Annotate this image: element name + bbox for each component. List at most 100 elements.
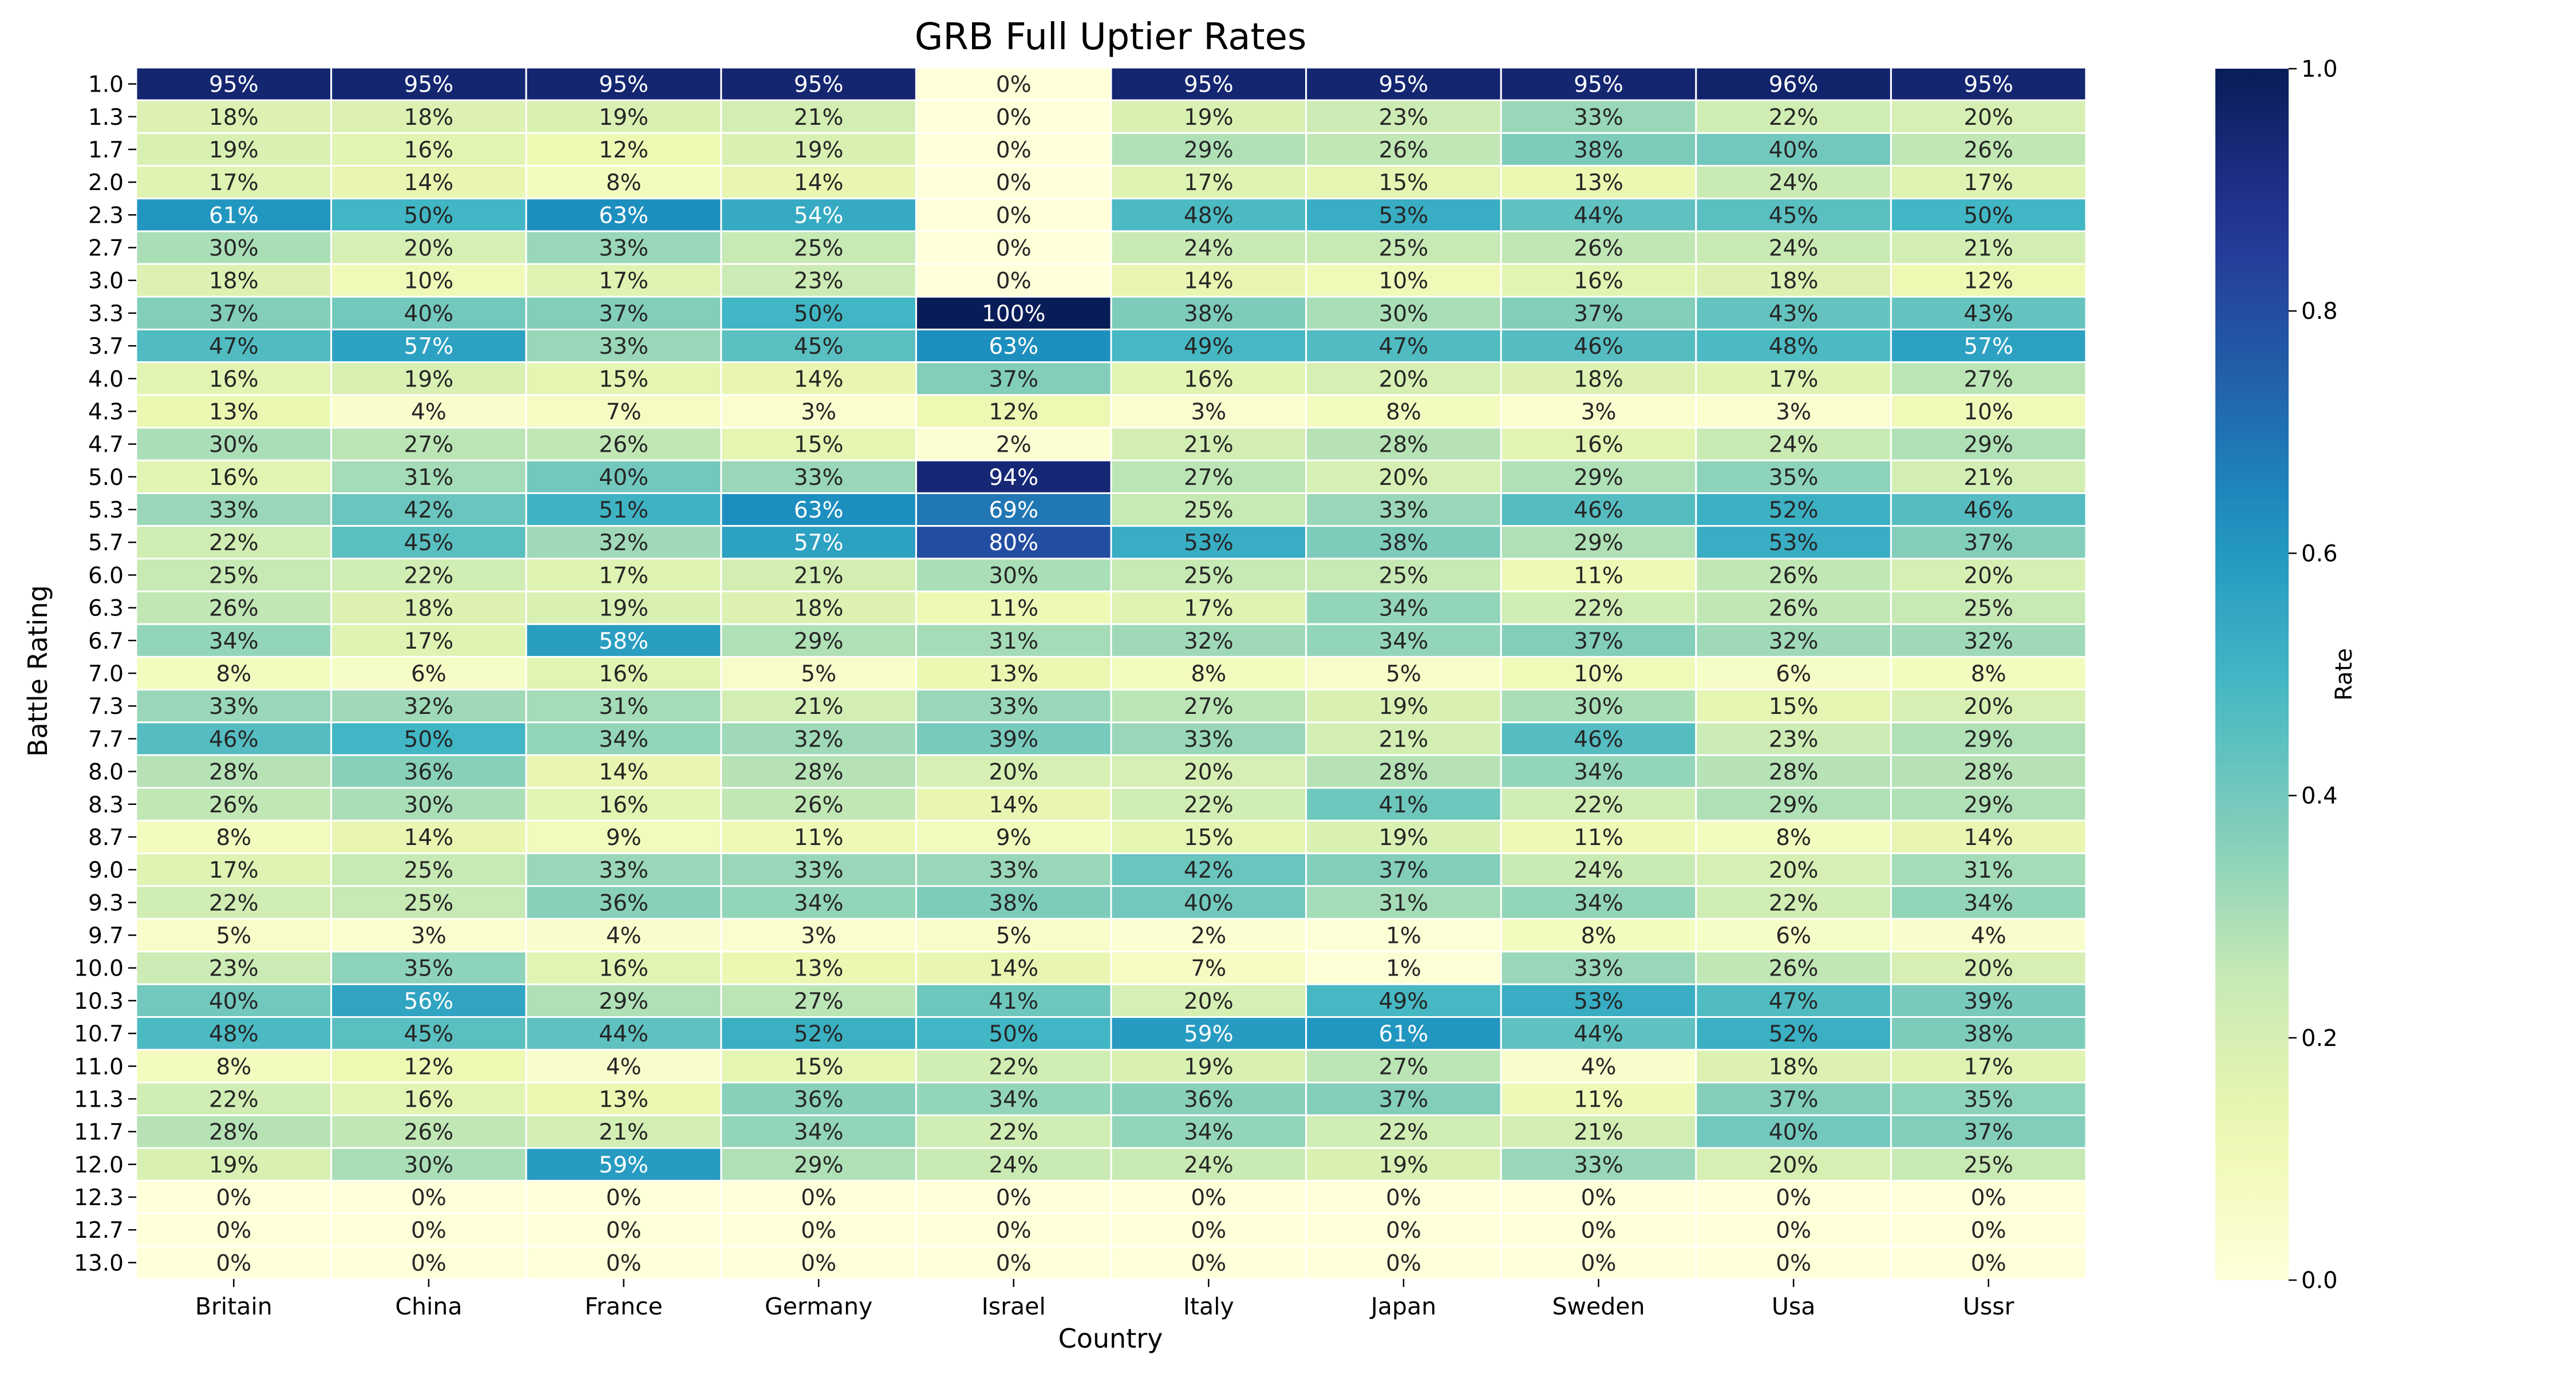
cell-value-label: 45% [794,334,844,360]
heatmap-cell [915,525,1112,560]
row-tick-label: 1.0 [88,72,124,98]
cell-value-label: 9% [606,825,642,851]
heatmap-cell [330,1245,527,1280]
cell-value-label: 30% [404,792,454,818]
cell-value-label: 25% [1379,236,1429,262]
cell-value-label: 47% [209,334,259,360]
cell-value-label: 47% [1769,989,1819,1014]
cell-value-label: 18% [1769,1054,1819,1080]
cell-value-label: 20% [1184,760,1234,785]
cell-value-label: 95% [599,72,649,98]
heatmap-cell [1890,132,2087,167]
cell-value-label: 17% [599,563,649,589]
cell-value-label: 25% [1963,596,2013,622]
cell-value-label: 61% [1379,1021,1429,1047]
heatmap-cell [1500,459,1697,494]
colorbar-ticks: 0.0 0.2 0.4 0.6 0.8 1.0 [2289,56,2338,1294]
heatmap-cell [330,492,527,527]
heatmap-cell [525,132,722,167]
cell-value-label: 33% [209,694,259,720]
cell-value-label: 0% [1191,1185,1226,1211]
cell-value-label: 33% [1574,105,1623,131]
cell-value-label: 0% [1971,1218,2006,1243]
heatmap-cell [1500,295,1697,331]
cell-value-label: 95% [209,72,259,98]
heatmap-cell [1890,394,2087,429]
heatmap-cell [1110,230,1307,265]
row-tick-label: 4.0 [88,366,124,392]
cell-value-label: 33% [599,858,649,883]
cell-value-label: 20% [404,236,454,262]
cell-value-label: 24% [989,1152,1038,1178]
cell-value-label: 43% [1963,301,2013,327]
cell-value-label: 27% [404,432,454,458]
cell-value-label: 25% [404,858,454,883]
cell-value-label: 57% [1963,334,2013,360]
heatmap-cell [330,721,527,756]
heatmap-cell [1695,427,1892,461]
cell-value-label: 21% [1379,727,1429,752]
cell-value-label: 22% [209,1087,259,1112]
cell-value-label: 49% [1184,334,1234,360]
heatmap-cell [1305,329,1502,364]
heatmap-cell [1695,1114,1892,1149]
cell-value-label: 7% [606,399,642,425]
column-tick-label: Japan [1369,1293,1436,1320]
cell-value-label: 21% [794,694,844,720]
cell-value-label: 100% [982,301,1046,327]
cell-value-label: 34% [1184,1120,1234,1146]
cell-value-label: 21% [599,1120,649,1146]
heatmap-cell [1500,198,1697,232]
heatmap-cell [1110,885,1307,920]
cell-value-label: 33% [794,465,844,491]
heatmap-cell [525,230,722,265]
heatmap-cell [1500,1114,1697,1149]
cell-value-label: 95% [1574,72,1623,98]
row-tick-label: 8.0 [88,760,124,785]
cell-value-label: 0% [996,203,1032,228]
cell-value-label: 31% [404,465,454,491]
cell-value-label: 38% [1963,1021,2013,1047]
cell-value-label: 13% [209,399,259,425]
cell-value-label: 19% [1184,105,1234,131]
heatmap-cell [135,361,333,396]
cell-value-label: 46% [1963,498,2013,523]
cell-value-label: 25% [1184,498,1234,523]
cell-value-label: 0% [1776,1185,1811,1211]
cell-value-label: 21% [1963,465,2013,491]
cell-value-label: 34% [1963,890,2013,916]
heatmap-cell [1305,721,1502,756]
column-tick-labels: Britain China France Germany Israel Italy Japa… [195,1279,2014,1320]
cell-value-label: 31% [1963,858,2013,883]
cell-value-label: 0% [1191,1218,1226,1243]
cell-value-label: 0% [606,1185,642,1211]
cell-value-label: 4% [606,923,642,949]
heatmap-cell [1305,165,1502,200]
cell-value-label: 20% [1769,858,1819,883]
column-tick-label: Sweden [1552,1293,1645,1320]
heatmap-cell [1110,787,1307,822]
cell-value-label: 19% [1379,1152,1429,1178]
heatmap-cell [720,983,917,1018]
cell-value-label: 38% [1379,530,1429,556]
heatmap-cell [915,329,1112,364]
cell-value-label: 95% [1963,72,2013,98]
cell-value-label: 50% [404,727,454,752]
heatmap-cell [1110,198,1307,232]
cell-value-label: 3% [1776,399,1811,425]
cell-value-label: 16% [599,956,649,982]
heatmap-cell [135,492,333,527]
row-tick-label: 5.3 [88,498,124,523]
cell-value-label: 18% [794,596,844,622]
heatmap-cell [1890,721,2087,756]
cell-value-label: 17% [1963,1054,2013,1080]
cell-value-label: 23% [1769,727,1819,752]
cell-value-label: 41% [1379,792,1429,818]
cell-value-label: 24% [1769,432,1819,458]
cell-value-label: 16% [1574,432,1623,458]
heatmap-cell [1110,558,1307,593]
cell-value-label: 41% [989,989,1038,1014]
cell-value-label: 13% [1574,170,1623,196]
cell-value-label: 31% [599,694,649,720]
